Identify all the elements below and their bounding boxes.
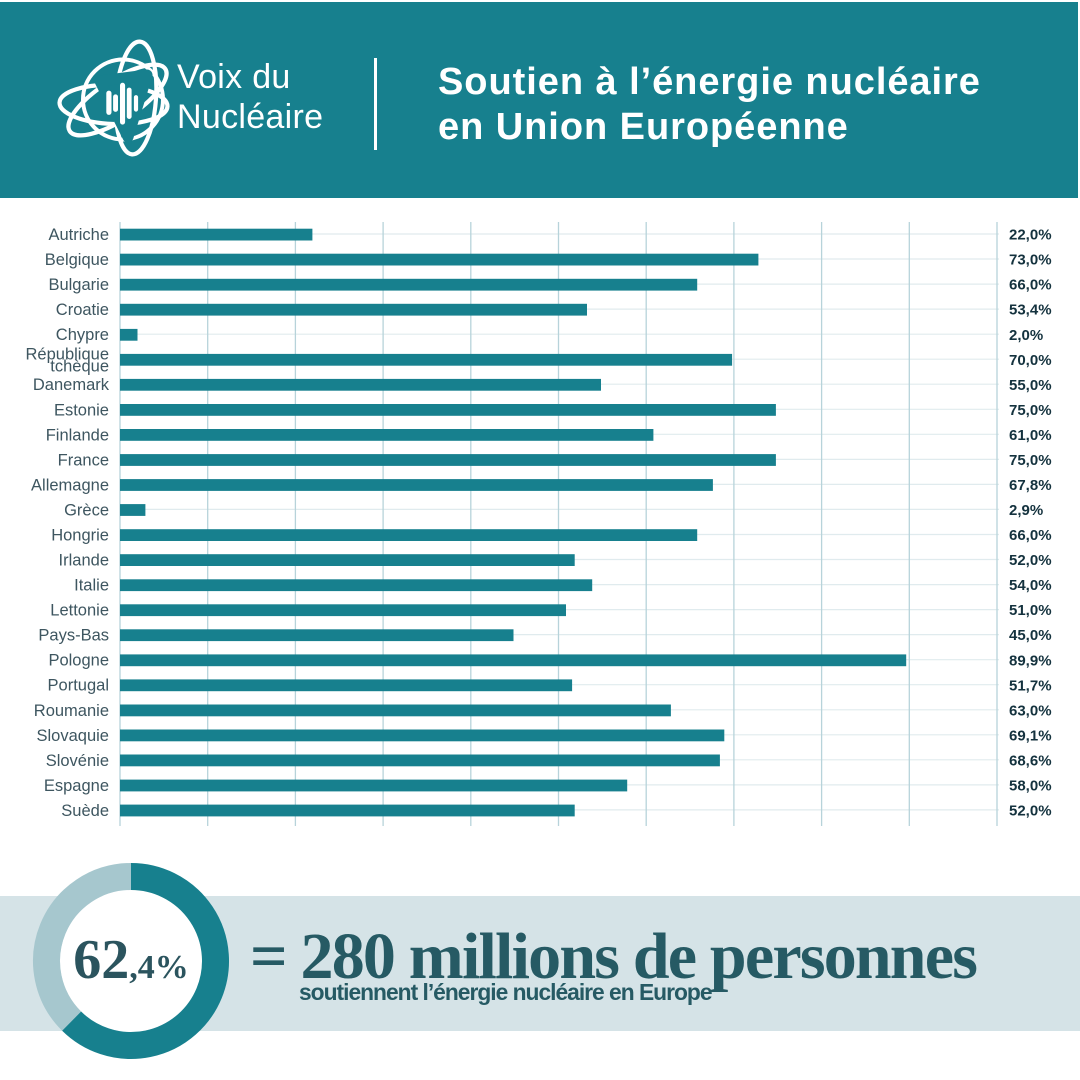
svg-text:Slovaquie: Slovaquie [37,727,109,745]
svg-text:République: République [26,345,109,363]
svg-text:Croatie: Croatie [56,301,109,319]
svg-text:Pologne: Pologne [48,652,109,670]
svg-text:68,6%: 68,6% [1009,752,1052,769]
svg-text:73,0%: 73,0% [1009,252,1052,269]
svg-text:Slovénie: Slovénie [46,752,109,770]
svg-text:Grèce: Grèce [64,501,109,519]
svg-text:89,9%: 89,9% [1009,652,1052,669]
svg-text:75,0%: 75,0% [1009,452,1052,469]
svg-text:22,0%: 22,0% [1009,227,1052,244]
svg-text:51,7%: 51,7% [1009,677,1052,694]
svg-text:70,0%: 70,0% [1009,352,1052,369]
svg-text:45,0%: 45,0% [1009,627,1052,644]
svg-text:53,4%: 53,4% [1009,302,1052,319]
svg-text:Chypre: Chypre [56,326,109,344]
svg-text:Italie: Italie [74,577,109,595]
svg-text:Irlande: Irlande [59,552,109,570]
svg-text:54,0%: 54,0% [1009,577,1052,594]
svg-text:Allemagne: Allemagne [31,476,109,494]
svg-text:67,8%: 67,8% [1009,477,1052,494]
svg-text:France: France [58,451,109,469]
svg-text:Portugal: Portugal [48,677,109,695]
svg-text:Hongrie: Hongrie [51,527,109,545]
svg-text:tchèque: tchèque [50,357,109,375]
svg-text:Espagne: Espagne [44,777,109,795]
svg-text:75,0%: 75,0% [1009,402,1052,419]
svg-text:55,0%: 55,0% [1009,377,1052,394]
svg-text:Danemark: Danemark [33,376,110,394]
svg-text:66,0%: 66,0% [1009,277,1052,294]
svg-text:51,0%: 51,0% [1009,602,1052,619]
svg-text:2,9%: 2,9% [1009,502,1043,519]
svg-text:Finlande: Finlande [46,426,109,444]
svg-text:Belgique: Belgique [45,251,109,269]
svg-text:Estonie: Estonie [54,401,109,419]
svg-text:Lettonie: Lettonie [50,602,109,620]
svg-text:Bulgarie: Bulgarie [48,276,109,294]
svg-text:Roumanie: Roumanie [34,702,109,720]
svg-text:52,0%: 52,0% [1009,552,1052,569]
svg-text:52,0%: 52,0% [1009,803,1052,820]
svg-text:66,0%: 66,0% [1009,527,1052,544]
svg-text:Suède: Suède [61,802,109,820]
svg-text:63,0%: 63,0% [1009,702,1052,719]
svg-text:58,0%: 58,0% [1009,778,1052,795]
svg-text:61,0%: 61,0% [1009,427,1052,444]
svg-text:Pays-Bas: Pays-Bas [38,627,109,645]
svg-text:Autriche: Autriche [48,226,109,244]
svg-text:69,1%: 69,1% [1009,727,1052,744]
svg-text:2,0%: 2,0% [1009,327,1043,344]
